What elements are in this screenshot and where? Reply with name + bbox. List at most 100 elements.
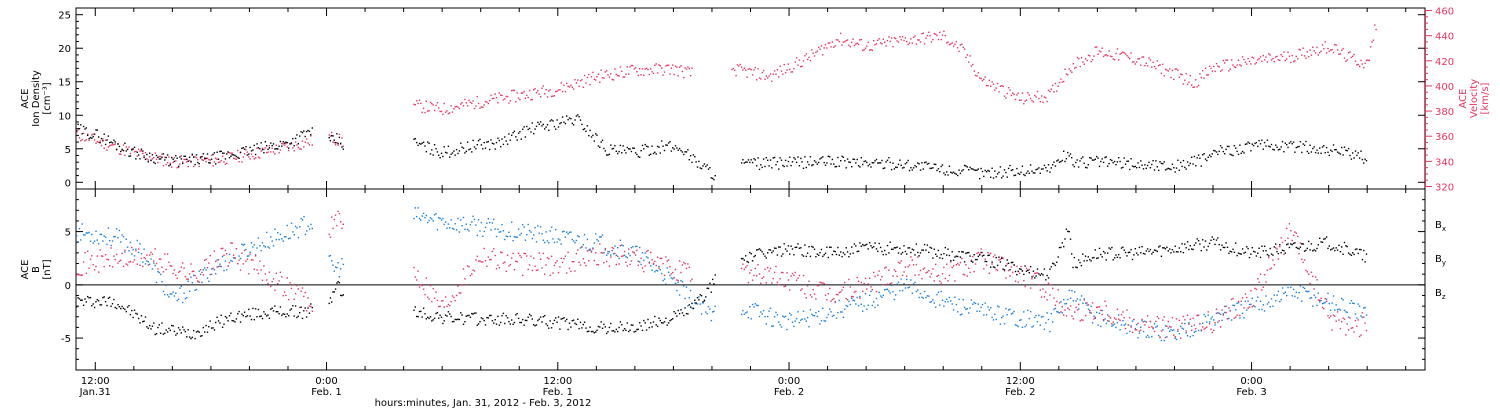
bx-point [829, 246, 831, 248]
bx-point [531, 318, 533, 320]
by-point [888, 290, 890, 292]
velocity-point [871, 49, 873, 51]
density-point [1079, 160, 1081, 162]
bz-point [1199, 322, 1201, 325]
bz-point [531, 269, 533, 272]
by-point [279, 233, 282, 236]
density-point [533, 132, 535, 135]
density-point [227, 151, 229, 153]
bz-point [482, 261, 484, 263]
bx-point [790, 245, 792, 247]
by-point [747, 316, 750, 319]
bx-point [1218, 243, 1220, 246]
by-point [451, 227, 454, 230]
bz-point [643, 270, 645, 273]
velocity-point [1029, 97, 1032, 100]
density-point [904, 163, 907, 165]
bx-point [268, 317, 271, 319]
bz-point [1247, 307, 1249, 309]
density-point [1321, 146, 1324, 148]
velocity-point [531, 98, 533, 101]
by-point [522, 224, 524, 226]
velocity-point [165, 163, 167, 166]
bx-point [746, 260, 748, 263]
bx-point [663, 321, 666, 323]
velocity-point [1134, 63, 1136, 65]
bx-point [472, 313, 474, 315]
bz-point [1233, 317, 1236, 319]
density-point [615, 150, 617, 152]
bz-point [131, 246, 133, 249]
density-point [976, 169, 978, 171]
velocity-point [1243, 58, 1245, 61]
density-point [199, 157, 202, 159]
bottom-left-axis-title-line: ACE [20, 260, 31, 280]
density-point [1247, 141, 1249, 143]
velocity-point [863, 49, 865, 51]
velocity-point [99, 140, 101, 142]
bx-point [1225, 242, 1227, 244]
velocity-point [544, 93, 546, 95]
density-point [447, 145, 450, 147]
velocity-point [804, 55, 806, 57]
density-point [581, 123, 583, 126]
velocity-point [652, 72, 655, 75]
bx-point [421, 316, 423, 318]
bx-point [444, 314, 447, 316]
velocity-point [845, 39, 847, 42]
by-point [270, 236, 272, 238]
by-point [1148, 336, 1150, 338]
by-point [1131, 320, 1134, 322]
bx-point [756, 249, 758, 251]
bz-point [300, 290, 302, 292]
by-point [184, 297, 187, 300]
velocity-point [906, 40, 908, 43]
by-point [937, 291, 940, 293]
by-point [519, 234, 521, 236]
bz-point [866, 288, 868, 290]
velocity-point [1089, 55, 1091, 57]
bz-point [782, 271, 784, 274]
bx-point [692, 307, 695, 309]
density-point [1096, 155, 1098, 158]
by-point [831, 315, 834, 317]
velocity-point [739, 63, 741, 66]
velocity-point [734, 69, 736, 72]
density-point [1094, 158, 1096, 160]
bz-point [656, 256, 659, 258]
bx-point [1001, 257, 1003, 259]
by-point [947, 301, 949, 303]
bz-point [85, 272, 87, 274]
density-point [546, 124, 549, 126]
velocity-point [768, 75, 770, 77]
velocity-point [495, 96, 498, 99]
density-point [286, 141, 288, 144]
top-left-axis-title: ACEIon Density[cm⁻³] [20, 70, 53, 127]
bz-point [1353, 331, 1355, 333]
bz-point [994, 254, 996, 256]
density-point [1233, 145, 1236, 147]
by-point [919, 292, 922, 295]
velocity-point [490, 94, 492, 96]
bx-point [186, 336, 188, 338]
density-point [1093, 159, 1095, 161]
velocity-point [1352, 55, 1354, 57]
by-point [1069, 297, 1072, 299]
bx-point [84, 298, 86, 300]
density-point [939, 171, 941, 173]
bz-point [1126, 309, 1128, 311]
velocity-point [917, 39, 919, 41]
bz-point [1230, 298, 1233, 301]
by-point [1105, 322, 1107, 325]
by-point [870, 290, 872, 292]
bz-point [743, 268, 745, 271]
bz-point [1262, 286, 1264, 288]
bx-point [705, 296, 707, 298]
bx-point [915, 243, 918, 245]
bx-point [1310, 243, 1313, 245]
bx-point [476, 324, 478, 326]
bz-point [1287, 237, 1289, 239]
density-point [644, 143, 646, 146]
velocity-point [310, 135, 312, 137]
by-point [1360, 315, 1362, 317]
